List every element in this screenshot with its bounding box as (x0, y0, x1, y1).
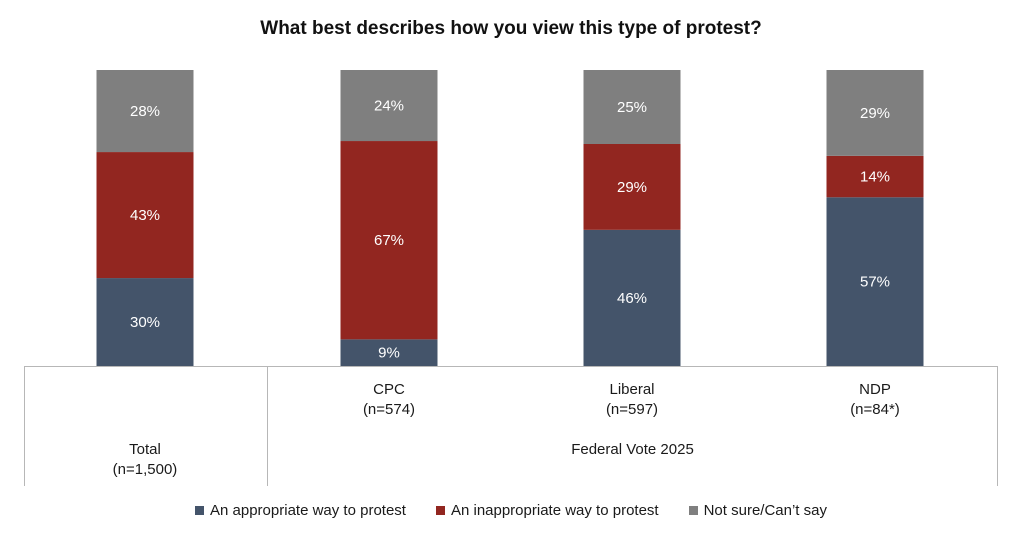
bar-segment-cpc-2 (340, 70, 438, 142)
category-label-ndp: NDP (n=84*) (795, 380, 955, 420)
legend-label: Not sure/Can’t say (703, 502, 827, 519)
bar-segment-liberal-1 (583, 144, 681, 230)
bar-segment-ndp-1 (826, 155, 924, 198)
legend-label: An inappropriate way to protest (450, 502, 659, 519)
data-label-cpc-2: 24% (374, 98, 404, 115)
legend-label: An appropriate way to protest (210, 502, 406, 519)
data-label-ndp-1: 14% (860, 169, 890, 186)
data-label-total-0: 30% (130, 314, 160, 331)
bar-segment-liberal-0 (583, 229, 681, 366)
data-label-liberal-0: 46% (617, 290, 647, 307)
category-label-liberal: Liberal (n=597) (552, 380, 712, 420)
bar-segment-ndp-2 (826, 70, 924, 156)
data-label-liberal-2: 25% (617, 99, 647, 116)
data-label-cpc-0: 9% (378, 345, 400, 362)
data-label-total-1: 43% (130, 207, 160, 224)
legend-item: Not sure/Can’t say (688, 502, 827, 519)
data-label-liberal-1: 29% (617, 179, 647, 196)
category-name: CPC (373, 381, 405, 398)
category-name: NDP (859, 381, 891, 398)
data-label-total-2: 28% (130, 103, 160, 120)
bar-segment-liberal-2 (583, 70, 681, 144)
legend-swatch (195, 506, 205, 515)
bar-segment-ndp-0 (826, 197, 924, 366)
group-label-federal-vote: Federal Vote 2025 (571, 441, 694, 458)
category-name: Total (129, 441, 161, 458)
bar-segment-total-0 (96, 278, 194, 366)
category-label-cpc: CPC (n=574) (309, 380, 469, 420)
category-name: Liberal (609, 381, 655, 398)
legend-swatch (435, 506, 445, 515)
chart-title: What best describes how you view this ty… (260, 18, 762, 39)
bar-segment-cpc-1 (340, 141, 438, 340)
legend-item: An inappropriate way to protest (435, 502, 659, 519)
category-label-total: Total (n=1,500) (65, 440, 225, 480)
bar-segment-total-1 (96, 152, 194, 279)
legend-item: An appropriate way to protest (195, 502, 406, 519)
category-sample-size: (n=84*) (850, 401, 900, 418)
category-sample-size: (n=597) (605, 401, 659, 418)
data-label-cpc-1: 67% (374, 232, 404, 249)
category-sample-size: (n=574) (362, 401, 416, 418)
category-sample-size: (n=1,500) (112, 461, 178, 478)
bar-segment-total-2 (96, 70, 194, 153)
data-label-ndp-0: 57% (860, 274, 890, 291)
legend-swatch (688, 506, 698, 515)
legend: An appropriate way to protest An inapprop… (0, 502, 1022, 519)
data-label-ndp-2: 29% (860, 105, 890, 122)
bar-segment-cpc-0 (340, 339, 438, 366)
